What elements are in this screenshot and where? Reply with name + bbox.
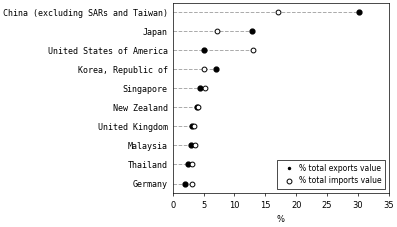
% total imports value xyxy=(250,49,256,52)
Legend: % total exports value, % total imports value: % total exports value, % total imports v… xyxy=(277,160,385,189)
% total exports value xyxy=(182,182,188,185)
% total exports value xyxy=(201,49,207,52)
% total imports value xyxy=(202,86,208,90)
% total exports value xyxy=(185,163,191,166)
% total imports value xyxy=(192,144,198,147)
% total imports value xyxy=(195,106,201,109)
% total exports value xyxy=(249,30,255,33)
% total exports value xyxy=(197,86,204,90)
X-axis label: %: % xyxy=(277,215,285,224)
% total exports value xyxy=(213,68,219,71)
% total imports value xyxy=(189,163,196,166)
% total exports value xyxy=(194,106,200,109)
% total exports value xyxy=(188,144,195,147)
% total imports value xyxy=(214,30,220,33)
% total exports value xyxy=(189,125,195,128)
% total imports value xyxy=(189,182,195,185)
% total imports value xyxy=(200,68,207,71)
% total exports value xyxy=(356,10,362,14)
% total imports value xyxy=(274,10,281,14)
% total imports value xyxy=(191,125,197,128)
